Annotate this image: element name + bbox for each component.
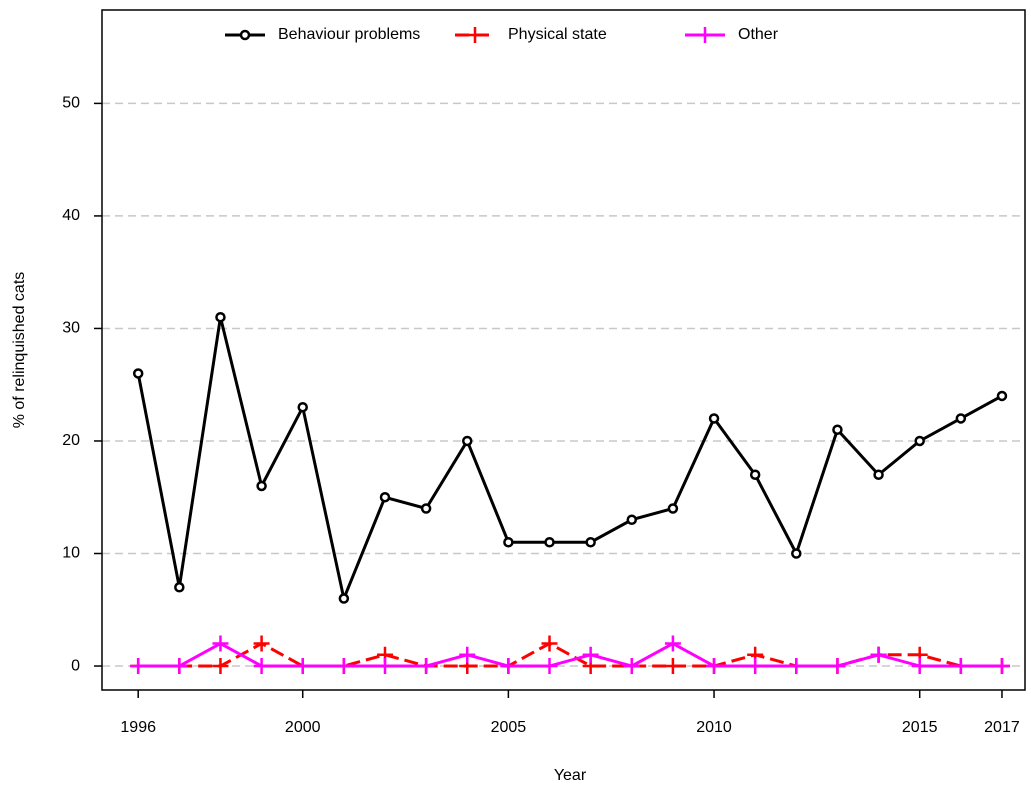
point [706, 658, 723, 675]
point [993, 658, 1010, 675]
x-axis-title: Year [554, 767, 587, 784]
point [667, 503, 679, 514]
y-axis-title: % of relinquished cats [11, 272, 28, 429]
point [420, 503, 432, 514]
point [829, 658, 846, 675]
point [500, 658, 517, 675]
point [376, 658, 393, 675]
x-tick-label: 2017 [984, 719, 1020, 736]
point [174, 582, 185, 593]
point [379, 491, 391, 503]
point [294, 658, 311, 675]
y-tick-label: 50 [62, 95, 80, 112]
point [541, 658, 558, 675]
point [335, 658, 352, 675]
point [132, 368, 144, 379]
point [832, 424, 843, 435]
x-tick-label: 2010 [696, 719, 732, 736]
point [749, 469, 761, 480]
x-tick-label: 2000 [285, 719, 321, 736]
point [297, 401, 308, 413]
legend-marker [697, 27, 713, 43]
point [256, 480, 267, 492]
plot-frame [101, 9, 1026, 691]
point [664, 658, 681, 675]
point [541, 635, 558, 652]
point [338, 593, 350, 604]
series-line [136, 316, 1003, 604]
point [788, 658, 805, 675]
point [791, 548, 802, 559]
point [212, 658, 229, 675]
x-tick-label: 2015 [902, 719, 938, 736]
point [585, 537, 596, 548]
y-tick-label: 10 [62, 545, 80, 562]
y-tick-label: 30 [62, 320, 80, 337]
point [253, 658, 270, 675]
point [996, 390, 1008, 402]
legend-marker [239, 29, 251, 41]
x-tick-label: 2005 [491, 719, 527, 736]
point [418, 658, 435, 675]
y-tick-label: 40 [62, 207, 80, 224]
point [911, 658, 928, 675]
point [212, 635, 229, 652]
point [952, 658, 969, 675]
point [582, 646, 599, 663]
y-tick-label: 20 [62, 432, 80, 449]
point [544, 537, 555, 548]
y-tick-label: 0 [71, 657, 80, 674]
legend-label: Other [738, 26, 779, 43]
legend-label: Behaviour problems [278, 26, 420, 43]
series-line [138, 641, 1002, 668]
point [215, 311, 226, 323]
point [462, 435, 473, 447]
point [870, 646, 887, 663]
point [626, 514, 638, 525]
point [459, 646, 476, 663]
point [664, 635, 681, 652]
point [130, 658, 147, 675]
point [914, 435, 925, 447]
point [623, 658, 640, 675]
point [171, 658, 188, 675]
point [873, 469, 884, 480]
point [708, 413, 720, 424]
point [503, 537, 514, 548]
x-tick-label: 1996 [120, 719, 156, 736]
point [747, 658, 764, 675]
point [253, 635, 270, 652]
point [955, 413, 967, 424]
legend-label: Physical state [508, 26, 607, 43]
legend-marker [467, 27, 483, 43]
